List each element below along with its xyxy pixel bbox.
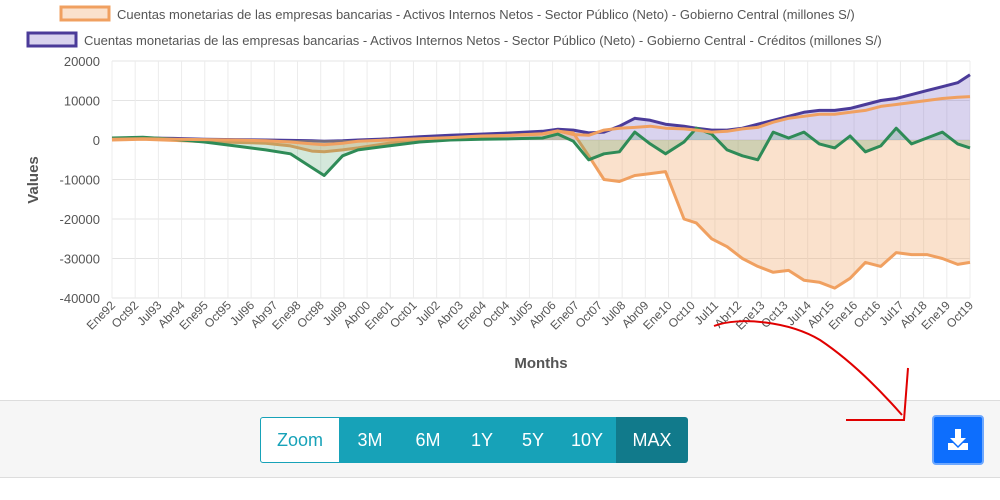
x-tick-label: Oct98 <box>294 298 327 331</box>
range-button-group: Zoom 3M 6M 1Y 5Y 10Y MAX <box>260 417 688 463</box>
range-max-button[interactable]: MAX <box>616 417 688 463</box>
x-tick-label: Oct92 <box>109 298 142 331</box>
x-tick-label: Oct01 <box>387 298 420 331</box>
series-1-line[interactable] <box>111 129 971 290</box>
range-3m-button[interactable]: 3M <box>340 417 400 463</box>
download-button[interactable] <box>932 415 984 465</box>
x-tick-label: Oct13 <box>758 298 791 331</box>
legend-swatch-series-1[interactable] <box>59 5 111 22</box>
legend-label-series-2[interactable]: Cuentas monetarias de las empresas banca… <box>84 33 882 48</box>
series-4-area <box>112 128 970 176</box>
x-axis-title: Months <box>514 355 567 372</box>
x-tick-label: Oct07 <box>573 298 606 331</box>
y-axis-ticks: 20000 10000 0 -10000 -20000 -30000 -40000 <box>60 54 100 306</box>
x-axis-ticks: Ene92Oct92Jul93Abr94Ene95Oct95Jul96Abr97… <box>84 298 977 333</box>
x-tick-label: Oct16 <box>851 298 884 331</box>
y-tick-label: -30000 <box>60 252 100 267</box>
range-10y-button[interactable]: 10Y <box>558 417 616 463</box>
x-tick-label: Oct95 <box>202 298 235 331</box>
series-layer <box>111 73 971 290</box>
range-5y-button[interactable]: 5Y <box>508 417 558 463</box>
y-tick-label: 0 <box>93 133 100 148</box>
y-axis-title: Values <box>25 156 42 204</box>
y-tick-label: 20000 <box>64 54 100 69</box>
range-toolbar: Zoom 3M 6M 1Y 5Y 10Y MAX <box>0 400 1000 478</box>
y-tick-label: 10000 <box>64 94 100 109</box>
download-icon <box>948 429 968 450</box>
grid <box>111 60 971 299</box>
x-tick-label: Oct04 <box>480 298 513 331</box>
zoom-label-button[interactable]: Zoom <box>260 417 340 463</box>
range-1y-button[interactable]: 1Y <box>456 417 508 463</box>
legend: Cuentas monetarias de las empresas banca… <box>26 5 882 48</box>
series-2-line[interactable] <box>111 73 971 143</box>
chart: Cuentas monetarias de las empresas banca… <box>25 5 977 372</box>
x-tick-label: Oct19 <box>944 298 977 331</box>
range-6m-button[interactable]: 6M <box>400 417 456 463</box>
y-tick-label: -40000 <box>60 291 100 306</box>
y-tick-label: -10000 <box>60 173 100 188</box>
y-tick-label: -20000 <box>60 212 100 227</box>
legend-swatch-series-2[interactable] <box>26 31 78 48</box>
series-3-line[interactable] <box>111 95 971 147</box>
legend-label-series-1[interactable]: Cuentas monetarias de las empresas banca… <box>117 7 855 22</box>
series-2-area <box>112 74 970 142</box>
x-tick-label: Oct10 <box>665 298 698 331</box>
series-4-line[interactable] <box>111 126 971 177</box>
series-1-area <box>112 131 970 289</box>
